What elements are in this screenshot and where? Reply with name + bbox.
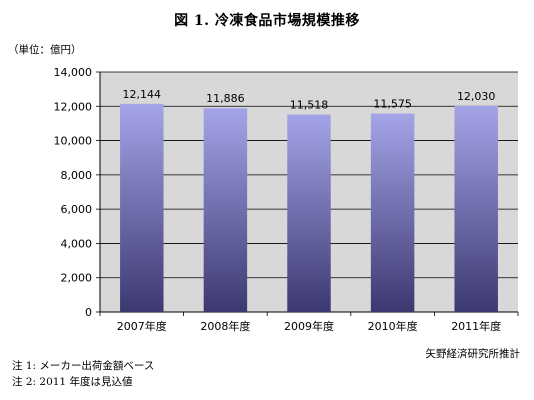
unit-label: （単位：億円） [8,44,82,56]
data-label: 12,144 [123,88,162,101]
data-label: 11,886 [206,92,245,105]
y-tick-label: 2,000 [61,272,93,285]
bar [370,113,415,312]
bar [203,108,248,313]
chart-title: 図 1. 冷凍食品市場規模推移 [174,13,360,29]
footnote-2: 注 2: 2011 年度は見込値 [12,376,133,388]
data-label: 11,575 [373,98,412,111]
bar [287,114,331,312]
source-credit: 矢野経済研究所推計 [425,348,521,360]
data-label: 12,030 [457,90,496,103]
y-tick-label: 6,000 [61,203,93,216]
y-tick-label: 10,000 [54,135,93,148]
y-tick-label: 4,000 [61,237,93,250]
y-tick-label: 12,000 [54,100,93,113]
data-label: 11,518 [290,99,329,112]
footnote-1: 注 1: メーカー出荷金額ベース [12,360,155,372]
x-tick-label: 2008年度 [200,319,250,333]
x-tick-label: 2007年度 [117,319,167,333]
y-tick-label: 0 [85,306,92,319]
x-tick-label: 2010年度 [368,319,418,333]
x-tick-label: 2011年度 [451,319,501,333]
x-tick-label: 2009年度 [284,319,334,333]
y-tick-label: 14,000 [54,66,93,79]
y-tick-label: 8,000 [61,169,93,182]
bar [454,105,498,313]
bar [120,103,164,313]
